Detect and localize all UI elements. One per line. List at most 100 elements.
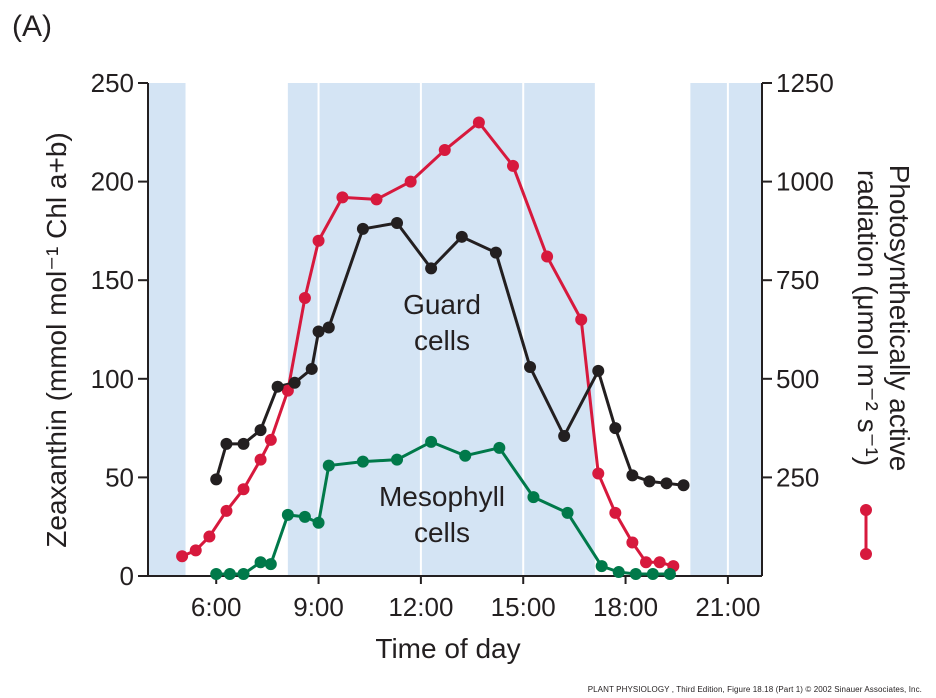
- guard-point: [312, 325, 325, 338]
- guard-point: [305, 362, 318, 375]
- par-point: [609, 506, 622, 519]
- y-right-axis-title-line2: radiation (μmol m⁻² s⁻¹): [852, 170, 883, 466]
- guard-point: [391, 217, 404, 230]
- y-left-tick-label: 150: [91, 265, 134, 295]
- par-legend-marker: [860, 504, 872, 560]
- x-tick-label: 15:00: [491, 592, 556, 622]
- shaded-band: [690, 83, 762, 576]
- mesophyll-point: [281, 508, 294, 521]
- par-point: [298, 291, 311, 304]
- mesophyll-cells-label: Mesophyll cells: [379, 481, 505, 548]
- guard-point: [425, 262, 438, 275]
- y-right-tick-label: 1250: [776, 68, 834, 98]
- y-right-tick-label: 500: [776, 364, 819, 394]
- guard-point: [322, 321, 335, 334]
- guard-point: [220, 437, 233, 450]
- mesophyll-point: [254, 556, 267, 569]
- guard-cells-label: Guard cells: [403, 289, 481, 356]
- par-point: [254, 453, 267, 466]
- par-point: [203, 530, 216, 543]
- mesophyll-point: [493, 441, 506, 454]
- guard-point: [271, 380, 284, 393]
- y-right-tick-label: 250: [776, 462, 819, 492]
- x-tick-label: 18:00: [593, 592, 658, 622]
- guard-point: [592, 364, 605, 377]
- shaded-band: [287, 83, 595, 576]
- guard-point: [288, 376, 301, 389]
- figure-caption: PLANT PHYSIOLOGY , Third Edition, Figure…: [587, 685, 922, 694]
- par-point: [312, 234, 325, 247]
- par-point: [370, 193, 383, 206]
- mesophyll-point: [322, 459, 335, 472]
- guard-point: [254, 424, 267, 437]
- series-points: [176, 116, 690, 581]
- guard-point: [558, 429, 571, 442]
- guard-series-line: [214, 221, 684, 487]
- par-point: [220, 504, 233, 517]
- guard-point: [455, 230, 468, 243]
- mesophyll-point: [210, 568, 223, 581]
- mesophyll-point: [646, 568, 659, 581]
- par-point: [592, 467, 605, 480]
- guard-point: [626, 469, 639, 482]
- mesophyll-point: [459, 449, 472, 462]
- y-left-tick-label: 250: [91, 68, 134, 98]
- shaded-band: [148, 83, 186, 576]
- mesophyll-point: [612, 566, 625, 579]
- x-tick-label: 6:00: [191, 592, 242, 622]
- guard-point: [643, 475, 656, 488]
- y-left-axis-title: Zeaxanthin (mmol mol⁻¹ Chl a+b): [41, 132, 72, 547]
- x-tick-label: 9:00: [293, 592, 344, 622]
- par-point: [438, 144, 451, 157]
- y-right-tick-label: 750: [776, 265, 819, 295]
- par-point: [472, 116, 485, 129]
- par-point: [336, 191, 349, 204]
- mesophyll-point: [356, 455, 369, 468]
- y-left-tick-label: 100: [91, 364, 134, 394]
- guard-point: [489, 246, 502, 259]
- guard-point: [356, 222, 369, 235]
- mesophyll-point: [425, 435, 438, 448]
- par-point: [281, 384, 294, 397]
- panel-label: (A): [12, 10, 52, 43]
- mesophyll-point: [527, 491, 540, 504]
- x-tick-label: 12:00: [388, 592, 453, 622]
- mesophyll-point: [312, 516, 325, 529]
- mesophyll-point: [629, 568, 642, 581]
- par-point: [189, 544, 202, 557]
- par-point: [506, 159, 519, 172]
- axes: [138, 82, 772, 584]
- par-point: [653, 556, 666, 569]
- guard-point: [660, 477, 673, 490]
- guard-point: [524, 360, 537, 373]
- x-tick-label: 21:00: [695, 592, 760, 622]
- y-left-tick-label: 0: [120, 561, 134, 591]
- x-axis-title: Time of day: [375, 633, 520, 664]
- y-left-tick-label: 50: [105, 462, 134, 492]
- par-point: [176, 550, 189, 563]
- legend-point: [860, 548, 872, 560]
- guard-point: [677, 479, 690, 492]
- par-point: [575, 313, 588, 326]
- y-left-tick-label: 200: [91, 167, 134, 197]
- par-point: [640, 556, 653, 569]
- mesophyll-point: [264, 558, 277, 571]
- par-point: [404, 175, 417, 188]
- par-point: [237, 483, 250, 496]
- mesophyll-point: [391, 453, 404, 466]
- guard-point: [237, 437, 250, 450]
- mesophyll-point: [223, 568, 236, 581]
- y-right-axis-title-line1: Photosynthetically active: [884, 165, 915, 472]
- par-point: [626, 536, 639, 549]
- mesophyll-point: [237, 568, 250, 581]
- guard-point: [609, 422, 622, 435]
- mesophyll-point: [595, 560, 608, 573]
- legend-point: [860, 504, 872, 516]
- shaded-bands: [148, 83, 762, 576]
- mesophyll-point: [298, 510, 311, 523]
- mesophyll-point: [561, 506, 574, 519]
- y-right-tick-label: 1000: [776, 167, 834, 197]
- par-point: [264, 433, 277, 446]
- par-point: [541, 250, 554, 263]
